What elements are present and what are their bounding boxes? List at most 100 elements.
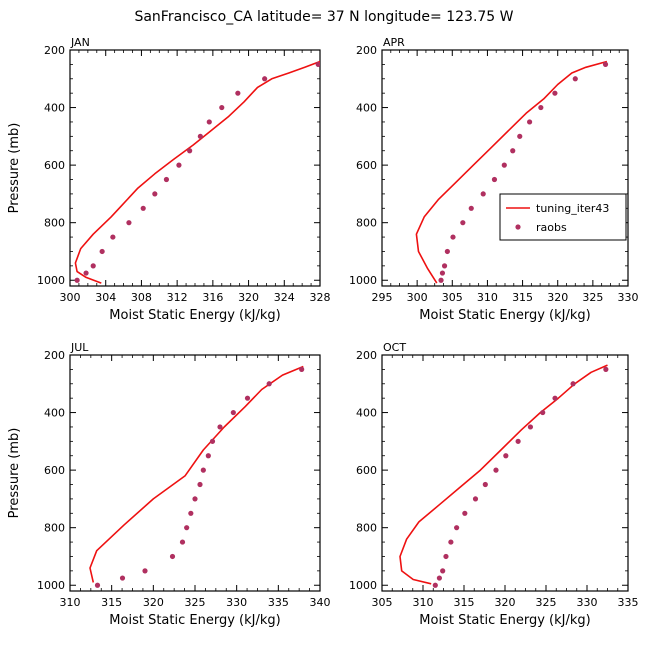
obs-point: [468, 205, 474, 211]
obs-point: [315, 61, 320, 67]
obs-point: [432, 582, 438, 588]
y-tick-label: 200: [44, 44, 65, 57]
x-axis-label: Moist Static Energy (kJ/kg): [109, 613, 280, 628]
obs-point: [552, 90, 558, 96]
series-group: [74, 60, 320, 284]
obs-point: [140, 205, 146, 211]
obs-point: [152, 191, 158, 197]
obs-point: [262, 76, 268, 82]
obs-point: [540, 409, 546, 416]
obs-point: [472, 496, 479, 502]
x-tick-label: 295: [372, 291, 393, 304]
obs-point: [94, 582, 101, 588]
x-tick-label: 325: [536, 596, 557, 609]
y-axis-label: Pressure (mb): [7, 123, 22, 214]
obs-point: [266, 381, 272, 387]
obs-point: [515, 438, 521, 444]
panel-jul: JUL 310 315 320 325 330 335 340 200 400 600 800 1000…: [7, 341, 331, 628]
obs-point: [454, 525, 460, 531]
y-tick-label: 600: [356, 159, 377, 172]
x-tick-label: 330: [226, 596, 247, 609]
y-tick-label: 400: [356, 407, 377, 420]
obs-point: [142, 568, 148, 574]
panel-label: JAN: [70, 36, 90, 49]
obs-point: [192, 496, 198, 502]
obs-point: [503, 453, 509, 459]
obs-point: [200, 467, 206, 473]
y-tick-label: 1000: [37, 274, 65, 287]
obs-point: [491, 176, 498, 183]
panel-label: OCT: [383, 341, 406, 354]
obs-point: [438, 277, 444, 283]
obs-point: [462, 510, 468, 516]
obs-point: [230, 409, 236, 416]
x-tick-label: 325: [185, 596, 206, 609]
obs-point: [176, 162, 182, 168]
panels: JAN 300 304 308 312 316 320 324 328 200 400 600 800 1…: [7, 36, 639, 628]
obs-point: [197, 481, 203, 488]
obs-point: [205, 453, 211, 459]
obs-point: [163, 176, 170, 183]
panel-oct: OCT 305 310 315 320 325 330 335 200 400 600 800 1000…: [349, 341, 639, 628]
x-tick-label: 320: [495, 596, 516, 609]
x-tick-label: 315: [454, 596, 475, 609]
obs-point: [217, 424, 223, 430]
x-tick-label: 310: [60, 596, 81, 609]
x-tick-label: 310: [413, 596, 434, 609]
obs-point: [110, 234, 116, 240]
y-tick-label: 600: [44, 464, 65, 477]
figure-title: SanFrancisco_CA latitude= 37 N longitude…: [134, 9, 513, 25]
y-tick-label: 800: [44, 217, 65, 230]
obs-point: [527, 119, 533, 125]
obs-point: [126, 220, 132, 226]
x-axis-label: Moist Static Energy (kJ/kg): [109, 308, 280, 323]
x-tick-label: 325: [582, 291, 603, 304]
x-tick-label: 310: [477, 291, 498, 304]
y-tick-label: 800: [356, 522, 377, 535]
y-tick-label: 600: [356, 464, 377, 477]
x-tick-label: 300: [60, 291, 81, 304]
x-tick-label: 340: [310, 596, 331, 609]
x-axis-label: Moist Static Energy (kJ/kg): [419, 613, 590, 628]
x-tick-label: 335: [618, 596, 639, 609]
panel-label: APR: [383, 36, 405, 49]
y-tick-label: 1000: [349, 274, 377, 287]
legend-dot-swatch: [515, 224, 521, 230]
obs-point: [439, 270, 446, 276]
x-tick-label: 305: [372, 596, 393, 609]
obs-point: [480, 191, 486, 197]
obs-point: [570, 381, 576, 387]
obs-point: [603, 366, 609, 372]
obs-point: [572, 76, 578, 82]
y-tick-label: 200: [356, 349, 377, 362]
obs-point: [74, 277, 80, 283]
legend-box: [499, 193, 627, 241]
obs-point: [179, 539, 186, 545]
y-tick-label: 400: [44, 407, 65, 420]
obs-point: [169, 553, 176, 560]
obs-point: [602, 61, 609, 67]
obs-point: [206, 119, 212, 125]
obs-point: [90, 263, 96, 269]
obs-point: [440, 568, 446, 574]
obs-point: [538, 104, 544, 111]
obs-point: [493, 467, 499, 473]
model-line-jan: [74, 60, 320, 284]
obs-point: [444, 248, 450, 255]
panel-apr: APR 295 300 305 310 315 320 325 330 200 400 600 800 1…: [349, 36, 639, 323]
obs-point: [197, 133, 203, 139]
x-tick-label: 320: [547, 291, 568, 304]
obs-point: [187, 148, 193, 154]
x-tick-label: 305: [442, 291, 463, 304]
x-tick-label: 308: [131, 291, 152, 304]
series-group: [399, 364, 609, 588]
panel-label: JUL: [70, 341, 89, 354]
y-tick-label: 400: [356, 102, 377, 115]
x-tick-label: 315: [101, 596, 122, 609]
obs-point: [219, 104, 225, 111]
x-tick-label: 320: [238, 291, 259, 304]
obs-point: [184, 525, 190, 531]
obs-point: [501, 162, 507, 168]
obs-point: [99, 248, 105, 255]
x-tick-label: 312: [167, 291, 188, 304]
